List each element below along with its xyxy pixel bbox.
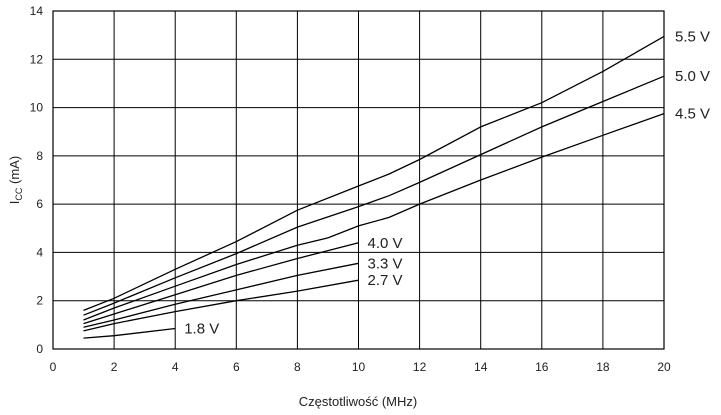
series-label: 4.5 V [675,106,710,123]
x-tick-label: 20 [657,360,671,374]
curves [83,35,665,339]
y-tick-label: 10 [30,101,44,115]
series-line [83,279,359,332]
y-tick-label: 4 [36,245,43,259]
x-tick-label: 4 [172,360,179,374]
series-label: 5.5 V [675,28,710,45]
y-tick-label: 2 [36,294,43,308]
y-axis-label: ICC (mA) [7,156,24,204]
series-label: 5.0 V [675,68,710,85]
series-labels: 5.5 V 5.0 V 4.5 V 4.0 V 3.3 V2.7 V 1.8 V [184,28,710,337]
y-tick-label: 14 [30,4,44,18]
y-tick-labels: 0 2 4 6 8 10 12 14 [30,4,44,356]
x-tick-label: 6 [233,360,240,374]
series-line [83,262,359,328]
y-axis-label-unit: (mA) [7,156,22,188]
x-axis-label: Częstotliwość (MHz) [299,394,417,409]
grid [52,10,665,350]
series-line [83,35,665,312]
y-axis-label-main: I [7,201,22,205]
series-line [83,112,665,321]
x-tick-label: 18 [596,360,610,374]
y-tick-label: 6 [36,197,43,211]
series-line [83,75,665,316]
x-tick-label: 0 [50,360,57,374]
x-tick-label: 2 [111,360,118,374]
y-tick-label: 0 [36,342,43,356]
series-label: 3.3 V [368,255,403,272]
series-label: 4.0 V [368,235,403,252]
x-tick-label: 12 [413,360,427,374]
y-axis-label-sub: CC [14,187,24,200]
series-label: 2.7 V [368,272,403,289]
series-label: 1.8 V [184,320,219,337]
series-line [83,242,359,325]
x-tick-label: 14 [474,360,488,374]
x-tick-label: 10 [352,360,366,374]
series-line [83,327,176,339]
x-tick-label: 16 [535,360,549,374]
x-tick-labels: 0 2 4 6 8 10 12 14 16 18 20 [50,360,671,374]
plot-frame [52,10,665,350]
y-tick-label: 12 [30,52,44,66]
x-tick-label: 8 [294,360,301,374]
y-tick-label: 8 [36,149,43,163]
